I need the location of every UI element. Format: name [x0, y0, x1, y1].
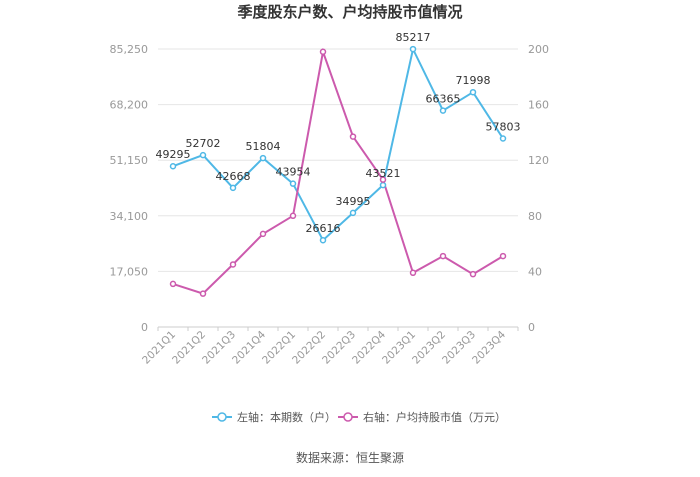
- data-label: 85217: [396, 31, 431, 44]
- right-tick-label: 0: [528, 321, 535, 334]
- avg-holding-point: [319, 48, 327, 56]
- avg-holding-point: [409, 269, 417, 277]
- households-point: [379, 181, 387, 189]
- data-label: 71998: [456, 74, 491, 87]
- households-point: [199, 151, 207, 159]
- right-tick-label: 120: [528, 154, 549, 167]
- right-tick-label: 40: [528, 265, 542, 278]
- legend-marker-icon: [343, 412, 353, 422]
- avg-holding-point: [199, 290, 207, 297]
- households-point: [289, 180, 297, 187]
- legend-label: 右轴：户均持股市值（万元）: [363, 410, 506, 424]
- households-point: [259, 154, 267, 162]
- data-label: 66365: [426, 93, 461, 106]
- right-axis: 0 40 80 120 160 200: [528, 43, 549, 334]
- avg-holding-point: [439, 252, 447, 260]
- avg-holding-line: [172, 47, 504, 295]
- legend-item-households[interactable]: 左轴：本期数（户）: [212, 410, 336, 424]
- legend-marker-icon: [217, 412, 227, 422]
- x-axis: 2021Q12021Q22021Q32021Q42022Q12022Q22022…: [140, 327, 519, 367]
- data-label: 52702: [186, 137, 221, 150]
- series-lines: [172, 46, 504, 295]
- left-tick-label: 51,150: [110, 154, 149, 167]
- left-tick-label: 0: [141, 321, 148, 334]
- chart-title: 季度股东户数、户均持股市值情况: [237, 3, 462, 21]
- households-point: [349, 209, 357, 217]
- left-tick-label: 85,250: [110, 43, 149, 56]
- legend-label: 左轴：本期数（户）: [237, 410, 336, 424]
- avg-holding-point: [259, 230, 267, 238]
- series-points: [169, 45, 507, 297]
- households-point: [409, 45, 417, 53]
- data-label: 43954: [276, 166, 311, 179]
- left-tick-label: 34,100: [110, 210, 149, 223]
- data-label: 57803: [486, 121, 521, 134]
- avg-holding-point: [169, 280, 177, 288]
- avg-holding-point: [349, 133, 357, 140]
- households-point: [439, 107, 447, 114]
- data-label: 51804: [246, 140, 281, 153]
- households-point: [169, 162, 177, 170]
- legend[interactable]: 左轴：本期数（户） 右轴：户均持股市值（万元）: [212, 410, 506, 424]
- data-label: 49295: [156, 148, 191, 161]
- avg-holding-point: [499, 252, 507, 260]
- households-point: [319, 236, 327, 244]
- right-tick-label: 160: [528, 99, 549, 112]
- avg-holding-point: [229, 261, 237, 268]
- households-line: [172, 46, 504, 242]
- avg-holding-point: [379, 176, 387, 183]
- source-note: 数据来源：恒生聚源: [296, 450, 404, 465]
- households-point: [499, 135, 507, 142]
- right-tick-label: 200: [528, 43, 549, 56]
- legend-item-avg-holding[interactable]: 右轴：户均持股市值（万元）: [338, 410, 506, 424]
- households-point: [229, 184, 237, 192]
- avg-holding-point: [289, 212, 297, 220]
- left-axis: 0 17,050 34,100 51,150 68,200 85,250: [110, 43, 149, 334]
- x-tick-label: 2023Q4: [470, 328, 508, 366]
- data-label: 42668: [216, 170, 251, 183]
- data-label: 26616: [306, 222, 341, 235]
- right-tick-label: 80: [528, 210, 542, 223]
- data-label: 43521: [366, 167, 401, 180]
- households-point: [469, 88, 477, 96]
- avg-holding-point: [469, 270, 477, 278]
- data-label: 34995: [336, 195, 371, 208]
- left-tick-label: 17,050: [110, 265, 149, 278]
- left-tick-label: 68,200: [110, 99, 149, 112]
